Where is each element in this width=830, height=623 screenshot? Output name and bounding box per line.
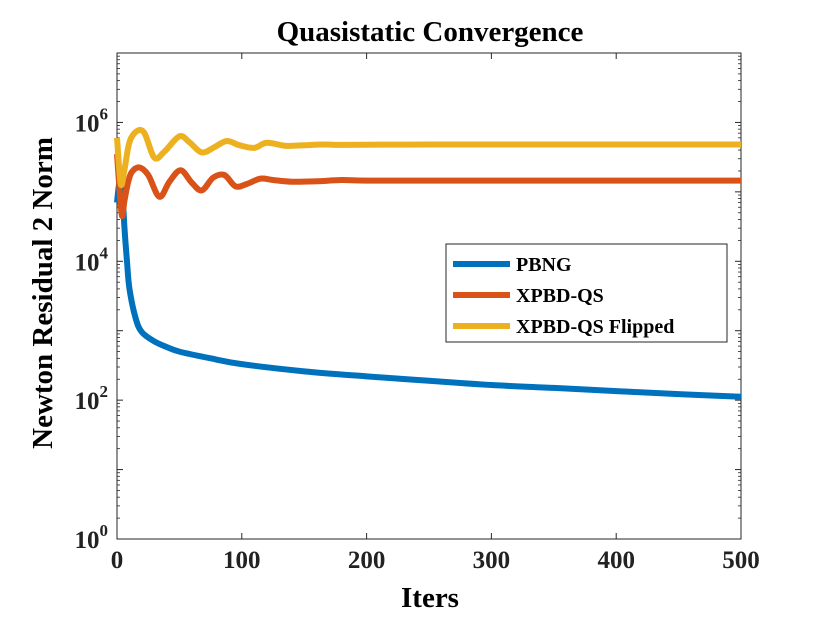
series-lines — [114, 126, 742, 400]
x-tick-labels: 0 100 200 300 400 500 — [111, 547, 760, 574]
series-line-3 — [114, 126, 741, 189]
legend: PBNG XPBD-QS XPBD-QS Flipped — [445, 243, 728, 343]
x-axis-label: Iters — [401, 582, 459, 614]
y-axis-label: Newton Residual 2 Norm — [27, 137, 59, 449]
y-tick-label: 104 — [75, 243, 109, 276]
y-tick-label: 106 — [75, 104, 109, 137]
y-tick-label: 100 — [75, 521, 109, 554]
major-ticks — [116, 52, 742, 540]
x-tick-label: 0 — [111, 547, 124, 574]
x-tick-label: 500 — [722, 547, 760, 574]
x-tick-label: 400 — [597, 547, 635, 574]
y-tick-label: 102 — [75, 382, 109, 415]
y-tick-labels: 100 102 104 106 — [75, 104, 109, 554]
minor-ticks — [117, 55, 741, 519]
legend-label-3: XPBD-QS Flipped — [516, 316, 674, 338]
x-tick-label: 300 — [473, 547, 511, 574]
legend-label-1: PBNG — [516, 254, 572, 276]
chart-title: Quasistatic Convergence — [277, 16, 584, 48]
series-line-2 — [114, 153, 741, 220]
series-line-1 — [114, 176, 742, 400]
x-tick-label: 200 — [348, 547, 386, 574]
legend-label-2: XPBD-QS — [516, 285, 604, 307]
x-tick-label: 100 — [223, 547, 261, 574]
